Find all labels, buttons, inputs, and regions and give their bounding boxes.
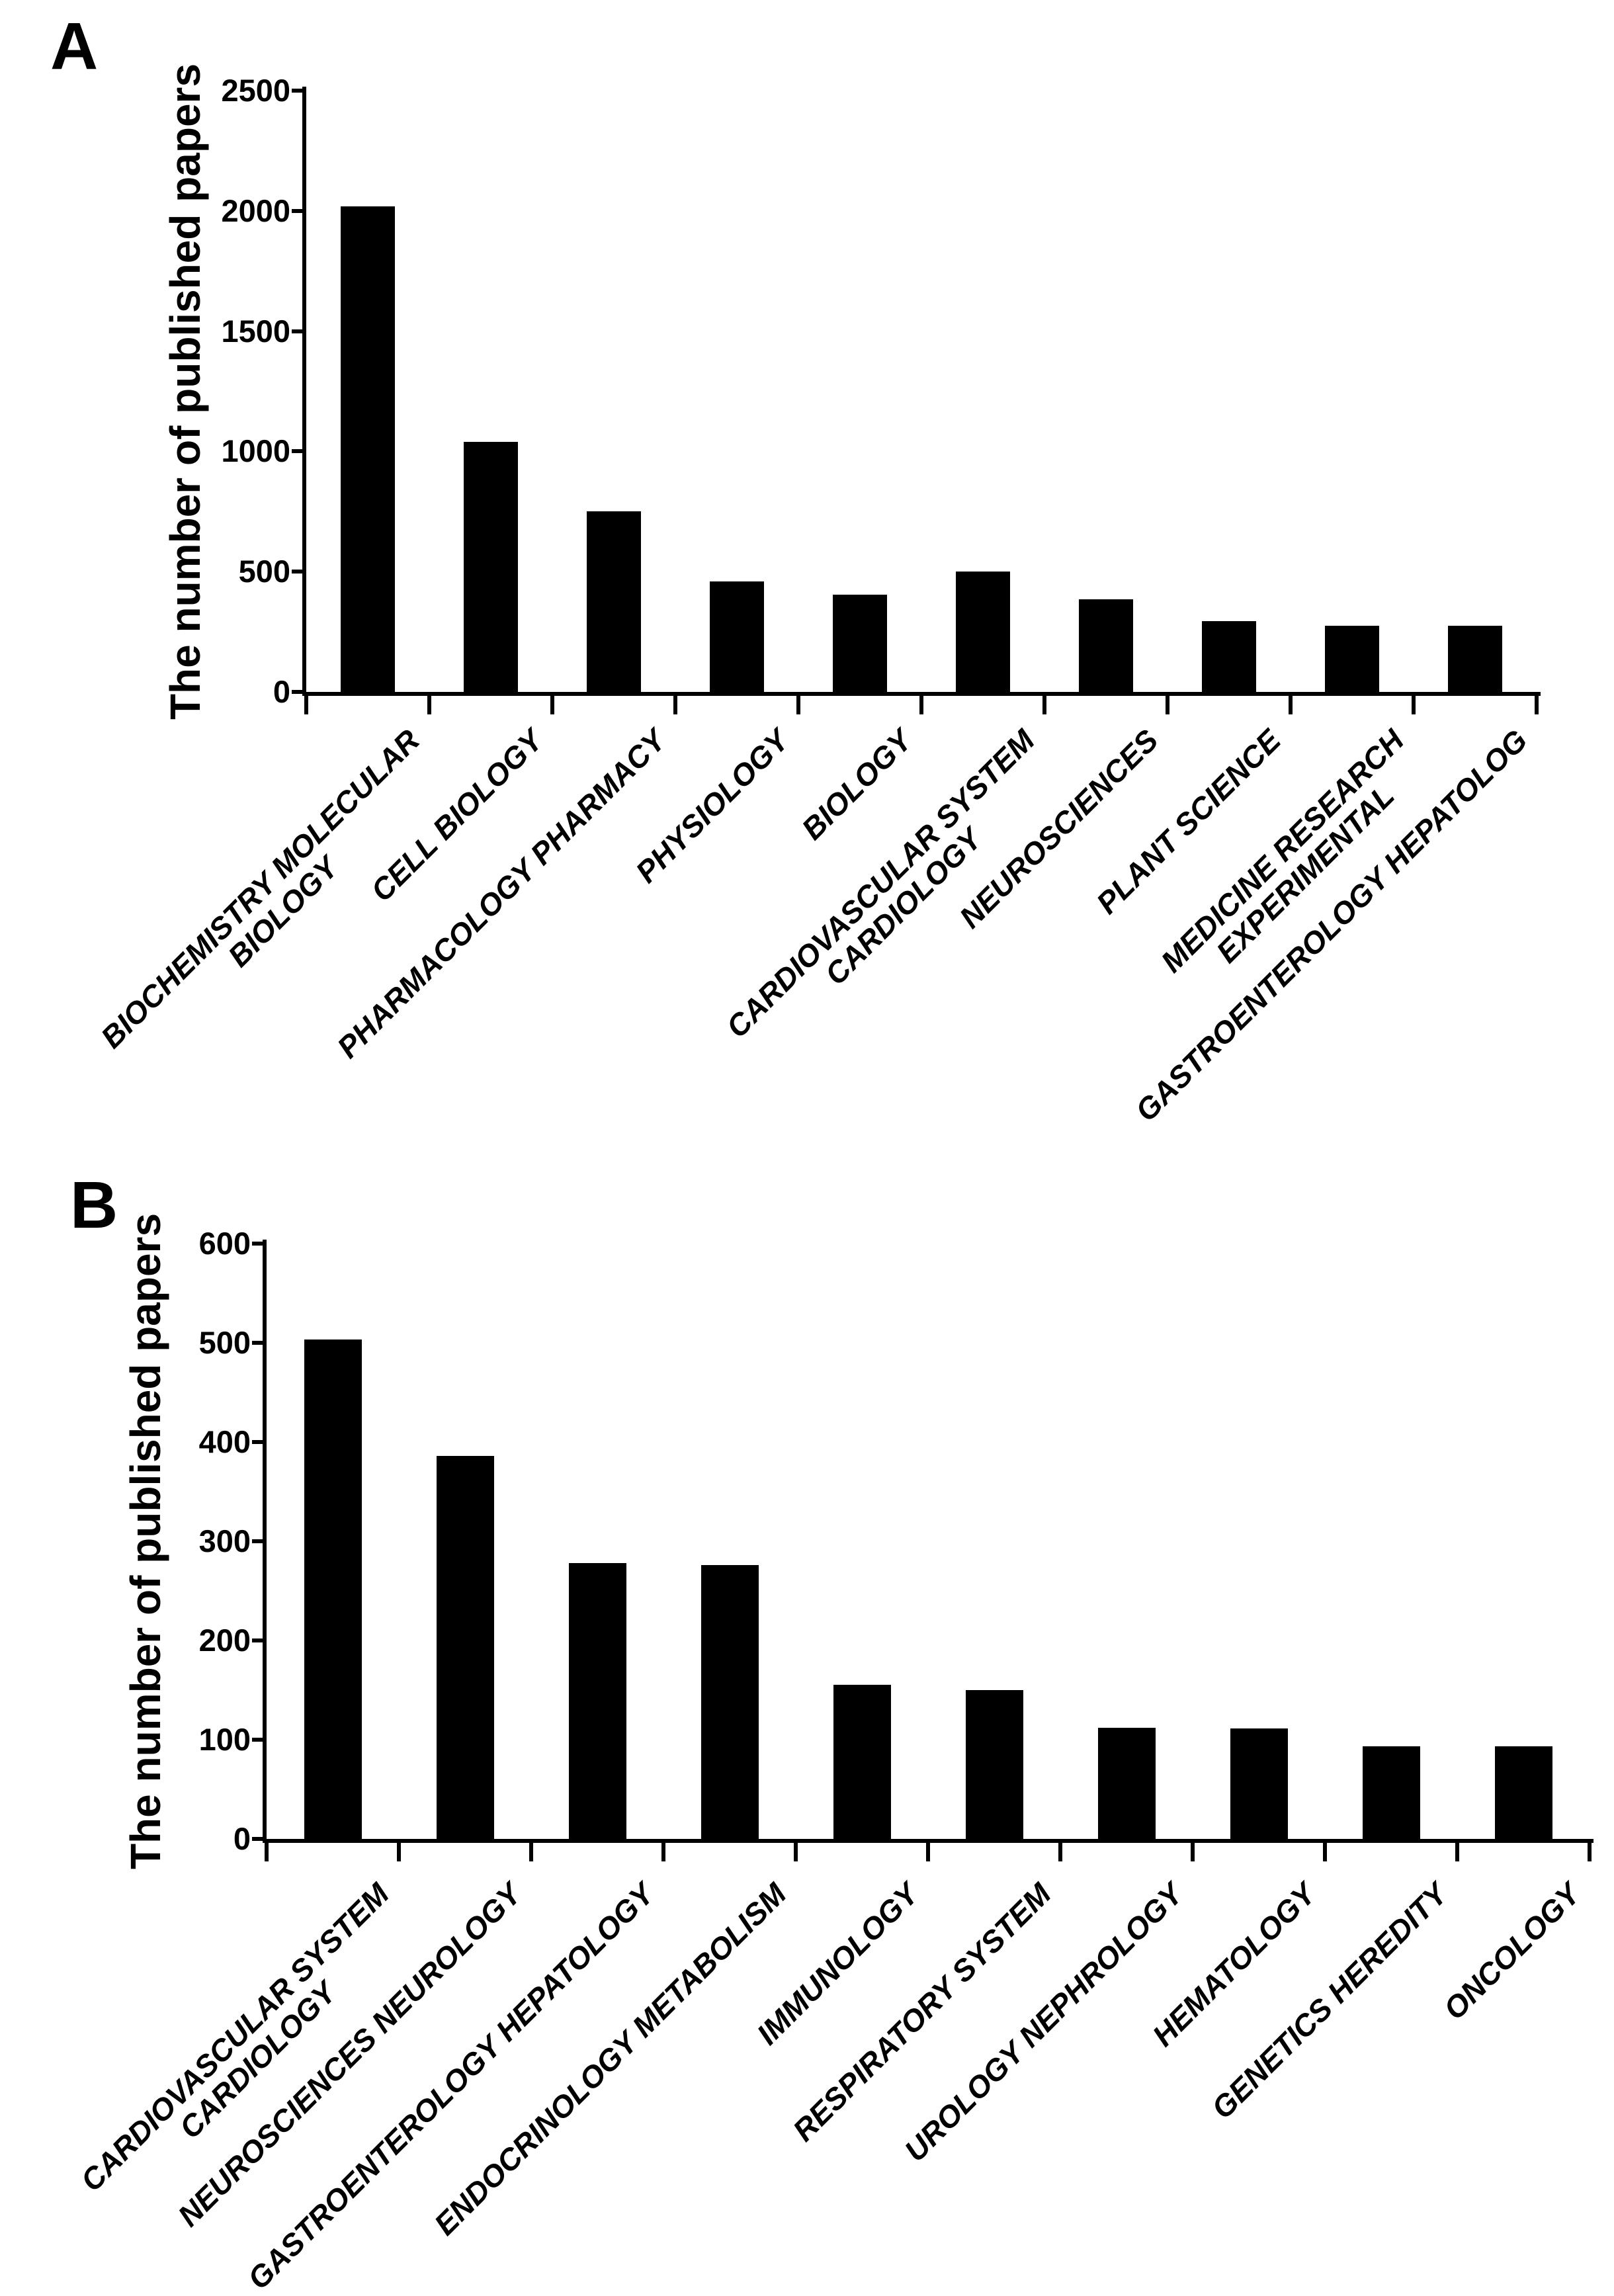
y-tick-label: 200 [198, 1623, 251, 1658]
y-tick-label: 2500 [221, 73, 290, 108]
bar [437, 1456, 494, 1839]
y-axis-line [263, 1240, 267, 1843]
x-tick [265, 1843, 269, 1861]
bar [587, 511, 641, 692]
x-axis-line [302, 692, 1541, 696]
y-tick-label: 100 [198, 1722, 251, 1757]
y-tick [252, 1341, 263, 1345]
y-tick-label: 2000 [221, 192, 290, 228]
y-tick-label: 500 [198, 1325, 251, 1360]
y-tick-label: 300 [198, 1523, 251, 1558]
x-tick [1455, 1843, 1459, 1861]
bar [464, 442, 518, 692]
x-category-label: RESPIRATORY SYSTEM [786, 1876, 1058, 2148]
x-tick [529, 1843, 533, 1861]
y-tick [292, 449, 302, 454]
x-category-label: GENETICS HEREDITY [1205, 1876, 1455, 2126]
x-tick [304, 696, 308, 714]
bar [569, 1563, 626, 1839]
bar [833, 595, 887, 692]
y-tick-label: 600 [198, 1226, 251, 1261]
y-tick [252, 1440, 263, 1444]
bar [1448, 626, 1502, 692]
x-tick [397, 1843, 401, 1861]
bar [1363, 1746, 1420, 1839]
x-axis-line [263, 1839, 1593, 1843]
y-tick-label: 400 [198, 1424, 251, 1459]
bar [1495, 1746, 1552, 1839]
bar [710, 581, 764, 692]
y-tick [252, 1242, 263, 1246]
x-tick [661, 1843, 665, 1861]
y-tick-label: 500 [238, 554, 290, 589]
y-tick [292, 208, 302, 213]
x-tick [1289, 696, 1293, 714]
x-tick [1166, 696, 1169, 714]
bar [1230, 1728, 1288, 1839]
x-tick [926, 1843, 930, 1861]
x-tick [1412, 696, 1416, 714]
y-tick [252, 1837, 263, 1841]
y-tick-label: 1500 [221, 313, 290, 349]
bar [701, 1565, 759, 1839]
x-category-label: ONCOLOGY [1436, 1876, 1587, 2027]
y-axis-line [302, 87, 306, 696]
bar [304, 1339, 362, 1839]
x-tick [794, 1843, 798, 1861]
y-tick [292, 690, 302, 694]
x-category-label: UROLOGY NEPHROLOGY [898, 1876, 1190, 2168]
y-tick [252, 1738, 263, 1742]
bar [1098, 1728, 1156, 1839]
y-tick [252, 1539, 263, 1543]
bar [956, 572, 1010, 692]
y-tick [252, 1638, 263, 1642]
y-tick [292, 570, 302, 574]
x-tick [919, 696, 923, 714]
x-tick [550, 696, 554, 714]
y-tick-label: 0 [233, 1821, 251, 1856]
panel-letter: A [50, 9, 99, 83]
x-tick [673, 696, 677, 714]
bar [1202, 621, 1256, 692]
bar [1325, 626, 1379, 692]
x-tick [1588, 1843, 1592, 1861]
x-tick [1058, 1843, 1062, 1861]
bar [341, 206, 395, 692]
y-tick [292, 329, 302, 333]
x-tick [1042, 696, 1046, 714]
bar [966, 1690, 1023, 1839]
x-tick [1323, 1843, 1327, 1861]
x-tick [796, 696, 800, 714]
bar [1079, 599, 1133, 692]
panel-letter: B [70, 1168, 118, 1242]
x-tick [427, 696, 431, 714]
bar [833, 1685, 891, 1839]
y-tick-label: 1000 [221, 433, 290, 469]
x-tick [1191, 1843, 1195, 1861]
y-tick-label: 0 [273, 674, 290, 709]
x-tick [1535, 696, 1539, 714]
y-tick [292, 89, 302, 93]
